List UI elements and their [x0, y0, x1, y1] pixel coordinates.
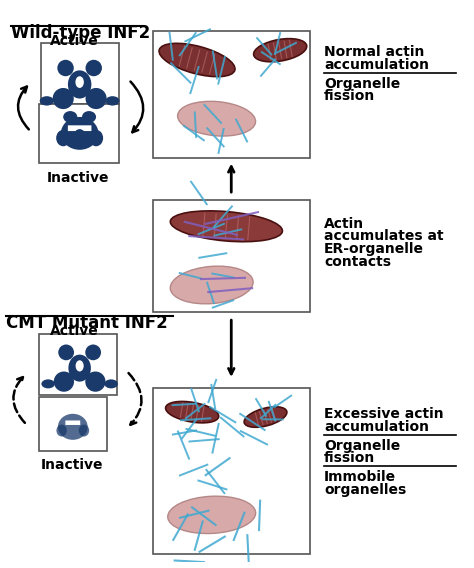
Bar: [40, 43, 119, 104]
Bar: [153, 31, 310, 158]
Text: Excessive actin: Excessive actin: [324, 407, 444, 421]
Text: Inactive: Inactive: [41, 458, 103, 472]
Ellipse shape: [168, 496, 255, 533]
Bar: [38, 398, 107, 451]
Text: fission: fission: [324, 89, 375, 103]
Ellipse shape: [57, 60, 74, 76]
Text: CMT Mutant INF2: CMT Mutant INF2: [6, 314, 168, 332]
Ellipse shape: [106, 96, 119, 106]
Bar: [153, 388, 310, 554]
Text: fission: fission: [324, 451, 375, 465]
Bar: [38, 334, 117, 395]
Text: Immobile: Immobile: [324, 470, 396, 484]
Text: Normal actin: Normal actin: [324, 45, 425, 59]
Text: accumulation: accumulation: [324, 420, 429, 434]
Ellipse shape: [165, 402, 219, 423]
Text: accumulation: accumulation: [324, 58, 429, 72]
Ellipse shape: [56, 425, 67, 436]
Ellipse shape: [68, 70, 91, 98]
Ellipse shape: [61, 117, 99, 150]
Ellipse shape: [170, 211, 283, 242]
Ellipse shape: [41, 379, 55, 389]
Ellipse shape: [58, 414, 88, 440]
Text: Organelle: Organelle: [324, 438, 401, 453]
Ellipse shape: [244, 407, 287, 427]
Ellipse shape: [85, 371, 106, 392]
Ellipse shape: [170, 266, 253, 304]
Bar: [38, 104, 119, 162]
Ellipse shape: [85, 88, 107, 109]
Ellipse shape: [159, 43, 235, 77]
Ellipse shape: [85, 345, 101, 360]
Ellipse shape: [75, 76, 84, 88]
Ellipse shape: [68, 354, 91, 382]
Ellipse shape: [85, 60, 102, 76]
Bar: [153, 200, 310, 312]
Text: Active: Active: [50, 324, 99, 338]
Text: contacts: contacts: [324, 254, 391, 269]
Ellipse shape: [53, 88, 74, 109]
Ellipse shape: [75, 360, 84, 371]
FancyBboxPatch shape: [65, 420, 80, 425]
Text: Organelle: Organelle: [324, 77, 401, 91]
Ellipse shape: [79, 425, 89, 436]
Text: Inactive: Inactive: [46, 170, 109, 185]
Text: organelles: organelles: [324, 483, 406, 496]
Text: ER-organelle: ER-organelle: [324, 242, 424, 256]
Ellipse shape: [58, 345, 74, 360]
Ellipse shape: [56, 130, 70, 147]
Ellipse shape: [178, 101, 255, 136]
Ellipse shape: [82, 111, 96, 123]
Ellipse shape: [104, 379, 118, 389]
Ellipse shape: [54, 371, 74, 392]
Ellipse shape: [40, 96, 54, 106]
Text: accumulates at: accumulates at: [324, 229, 444, 243]
Ellipse shape: [74, 129, 85, 142]
Ellipse shape: [254, 39, 307, 62]
Ellipse shape: [89, 130, 103, 147]
FancyBboxPatch shape: [68, 126, 91, 131]
Text: Active: Active: [50, 34, 99, 48]
Text: Actin: Actin: [324, 216, 365, 231]
Ellipse shape: [63, 111, 77, 123]
Text: Wild-type INF2: Wild-type INF2: [11, 24, 150, 42]
